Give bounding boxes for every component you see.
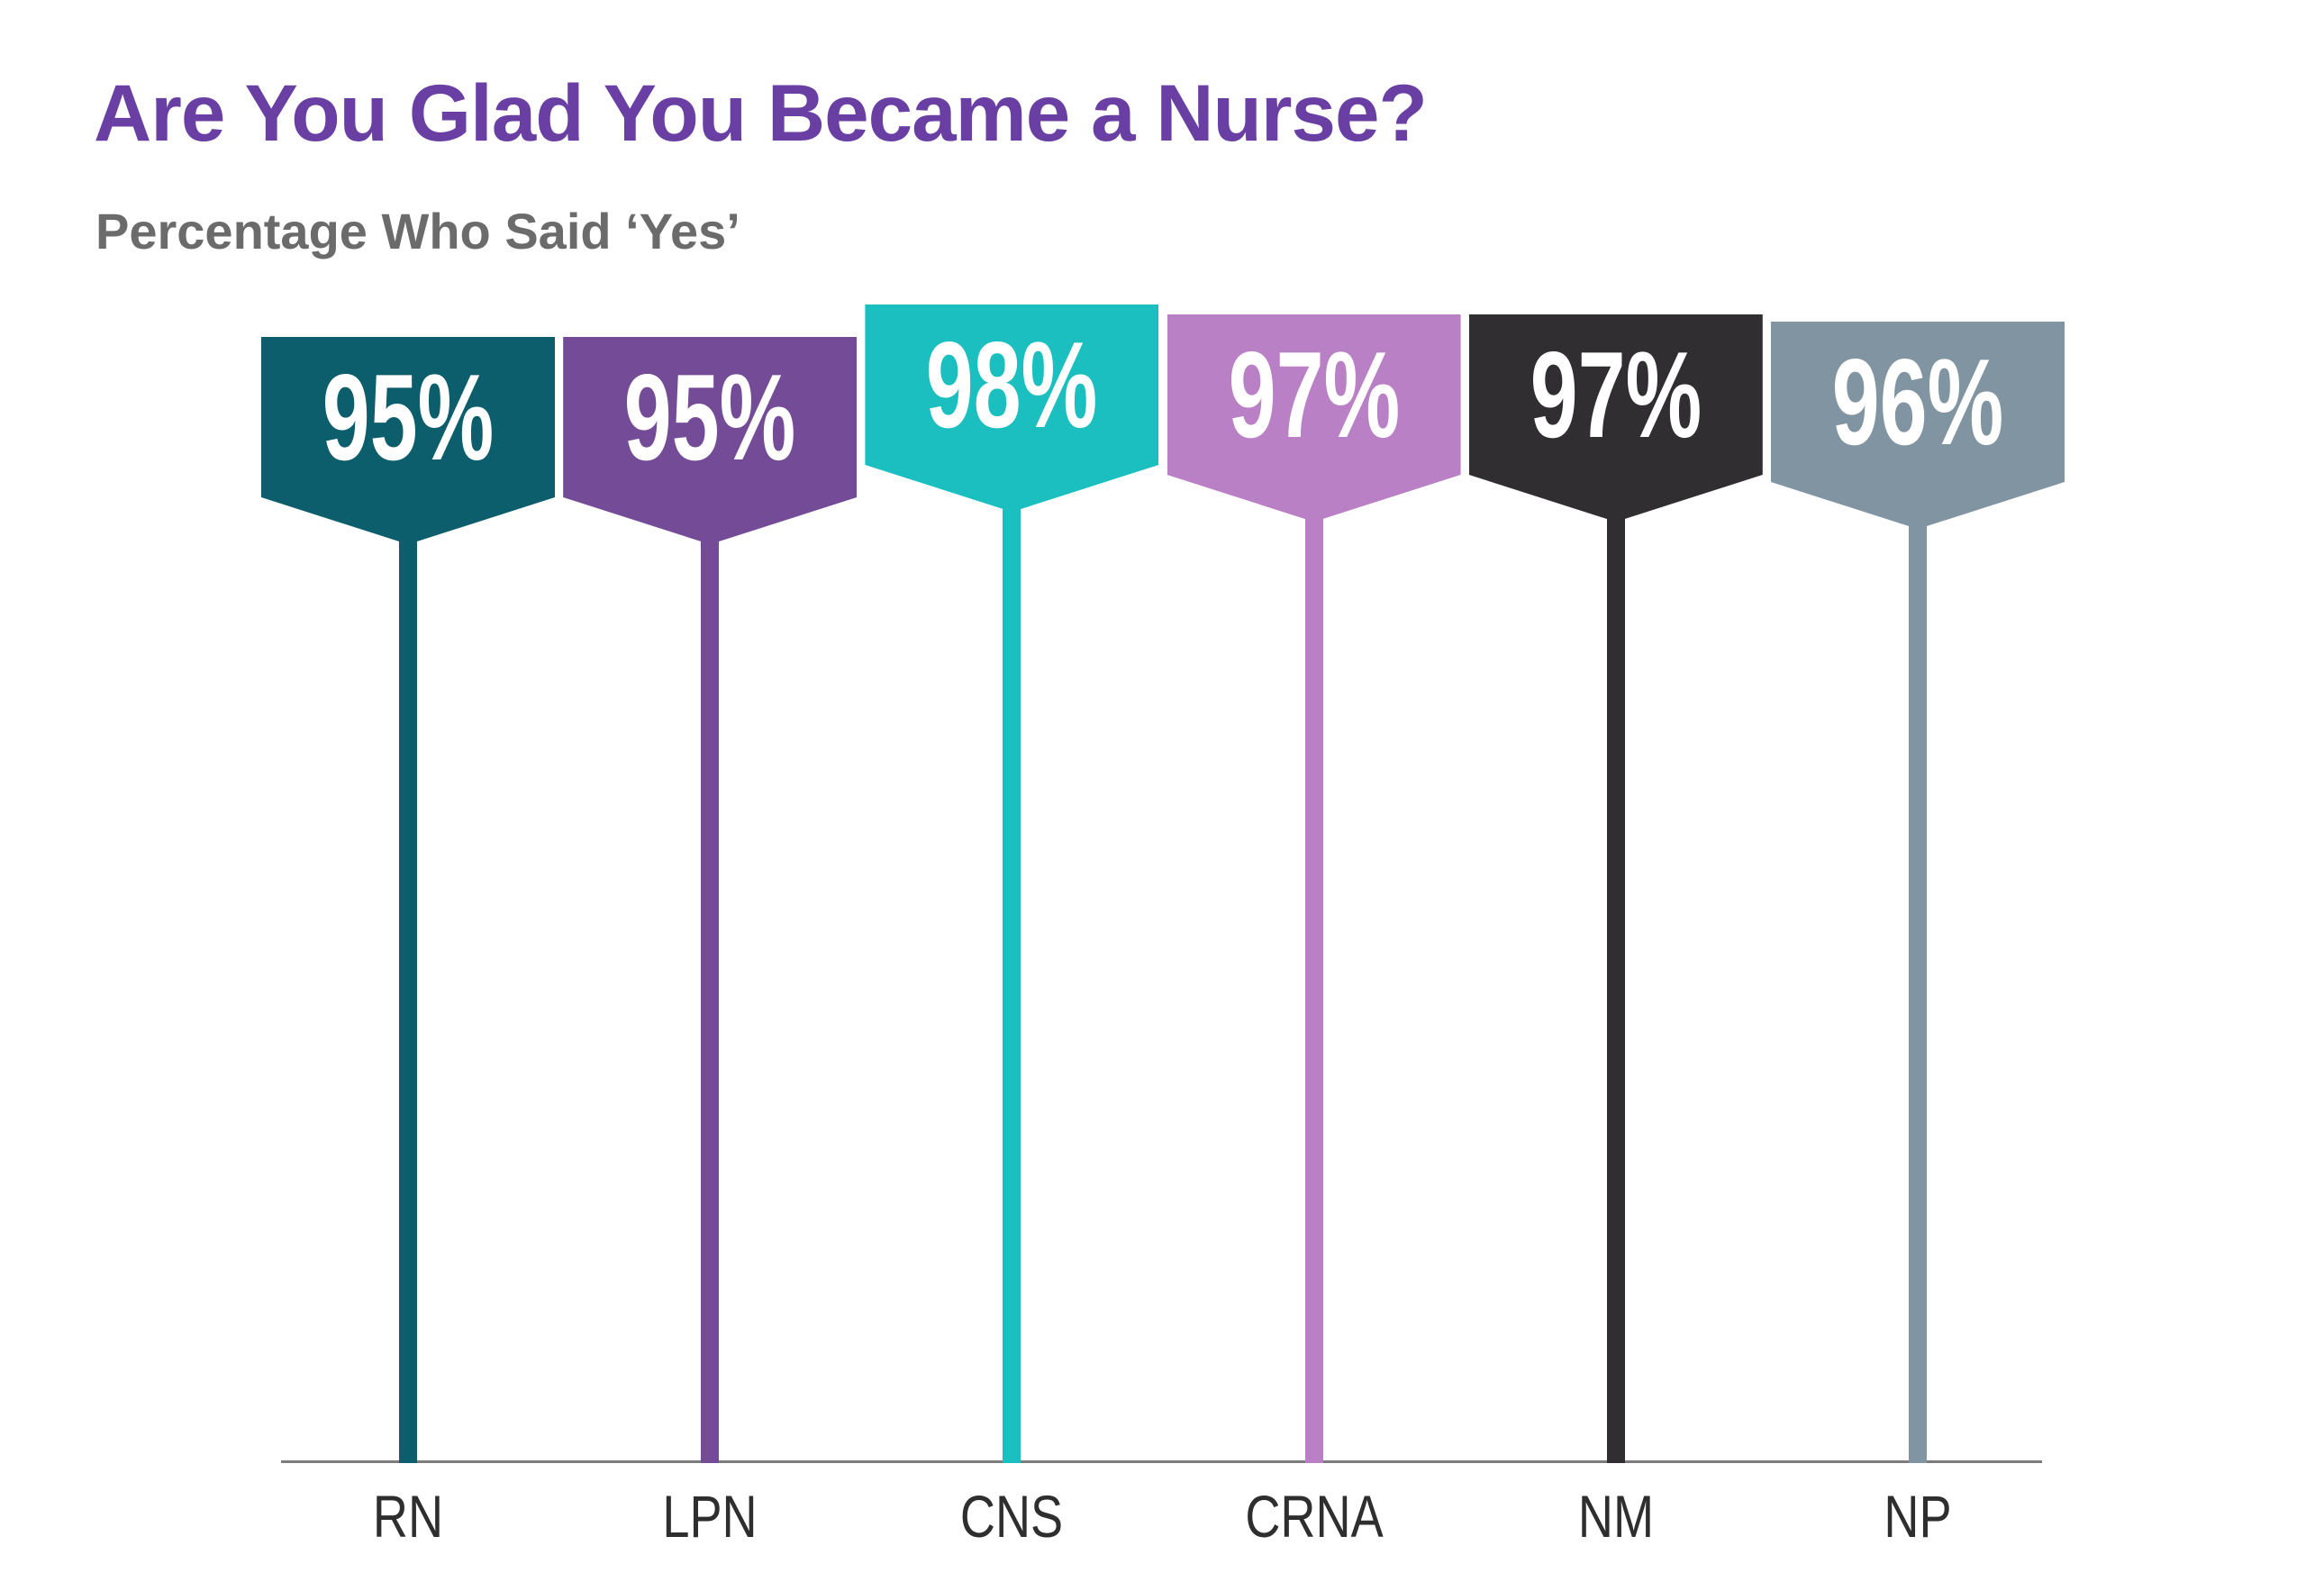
x-axis-line bbox=[281, 1460, 2042, 1463]
value-label: 96% bbox=[1831, 333, 2004, 470]
category-label: NP bbox=[1884, 1483, 1952, 1550]
category-label: RN bbox=[372, 1483, 444, 1550]
value-banner: 98% bbox=[865, 305, 1158, 509]
value-banner: 95% bbox=[563, 337, 857, 541]
value-label: 95% bbox=[322, 349, 495, 486]
value-banner: 96% bbox=[1771, 322, 2065, 526]
category-label: NM bbox=[1577, 1483, 1654, 1550]
value-label: 97% bbox=[1530, 326, 1702, 463]
stem bbox=[1909, 524, 1927, 1463]
value-label: 98% bbox=[926, 316, 1098, 453]
category-label: CRNA bbox=[1244, 1483, 1384, 1550]
value-banner: 97% bbox=[1167, 314, 1461, 519]
stem bbox=[701, 540, 720, 1463]
value-banner: 97% bbox=[1469, 314, 1763, 519]
page-title: Are You Glad You Became a Nurse? bbox=[94, 68, 1428, 158]
value-banner: 95% bbox=[261, 337, 555, 541]
stem bbox=[399, 540, 417, 1463]
stem bbox=[1003, 507, 1021, 1463]
stem bbox=[1304, 517, 1323, 1463]
chart-subtitle: Percentage Who Said ‘Yes’ bbox=[95, 203, 740, 259]
stem bbox=[1606, 517, 1625, 1463]
category-label: CNS bbox=[960, 1483, 1064, 1550]
value-label: 97% bbox=[1228, 326, 1400, 463]
value-label: 95% bbox=[623, 349, 796, 486]
category-label: LPN bbox=[662, 1483, 758, 1550]
